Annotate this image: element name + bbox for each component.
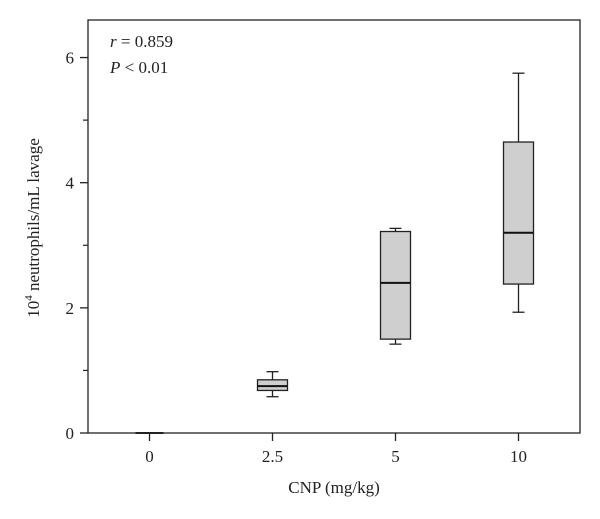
boxes-layer — [135, 72, 535, 434]
y-tick-label: 0 — [66, 424, 75, 443]
x-tick-label: 0 — [145, 447, 154, 466]
box-2-5 — [256, 371, 289, 398]
p-annotation: P < 0.01 — [109, 58, 168, 77]
y-tick-label: 4 — [66, 174, 75, 193]
x-tick-label: 2.5 — [262, 447, 283, 466]
x-axis: 0 2.5 5 10 — [145, 433, 527, 466]
iqr-box — [502, 141, 535, 285]
x-tick-label: 10 — [510, 447, 527, 466]
box-10 — [502, 72, 535, 313]
y-tick-label: 2 — [66, 299, 75, 318]
x-axis-title: CNP (mg/kg) — [288, 478, 379, 497]
y-tick-label: 6 — [66, 49, 75, 68]
y-axis-title: 104 neutrophils/mL lavage — [23, 138, 43, 318]
r-annotation: r = 0.859 — [110, 32, 173, 51]
x-tick-label: 5 — [391, 447, 400, 466]
plot-frame — [87, 19, 581, 434]
iqr-box — [379, 230, 412, 340]
box-5 — [379, 227, 412, 345]
y-axis: 0 2 4 6 — [66, 49, 88, 443]
